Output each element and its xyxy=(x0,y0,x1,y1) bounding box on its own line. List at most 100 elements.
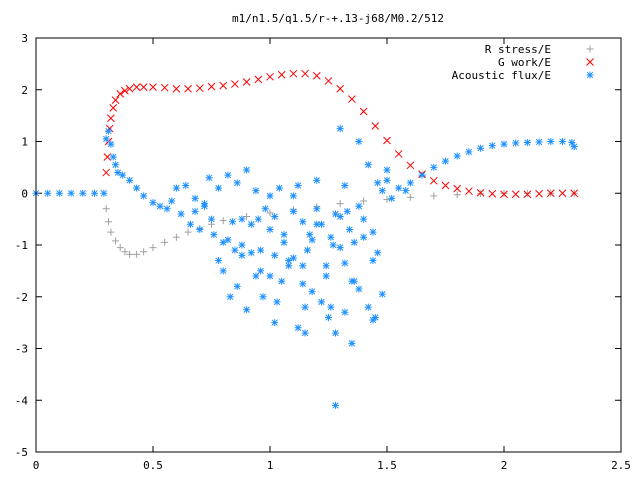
data-point xyxy=(289,192,297,200)
data-point xyxy=(266,225,274,233)
data-point xyxy=(196,225,204,233)
data-point xyxy=(172,184,180,192)
data-point xyxy=(360,215,368,223)
data-point xyxy=(112,237,120,245)
data-point xyxy=(186,220,194,228)
axis-tick-labels: 0 0.5 1 1.5 2 2.5 3 2 1 0 -1 -2 -3 -4 -5 xyxy=(15,32,631,472)
data-point xyxy=(247,249,255,257)
data-point xyxy=(317,298,325,306)
data-point xyxy=(229,218,237,226)
data-point xyxy=(207,82,216,91)
data-point xyxy=(341,259,349,267)
data-point xyxy=(102,205,110,213)
x-tick-label: 0.5 xyxy=(143,459,163,472)
data-point xyxy=(383,176,391,184)
data-point xyxy=(329,241,337,249)
data-point xyxy=(285,262,293,270)
data-point xyxy=(535,138,543,146)
data-point xyxy=(271,213,279,221)
data-point xyxy=(294,324,302,332)
data-point xyxy=(107,140,115,148)
data-point xyxy=(348,95,356,103)
data-point xyxy=(523,189,531,197)
data-point xyxy=(322,262,330,270)
data-point xyxy=(280,231,288,239)
data-point xyxy=(341,181,349,189)
y-tick-label: 0 xyxy=(21,187,28,200)
data-point xyxy=(406,179,414,187)
data-point xyxy=(355,202,363,210)
data-point xyxy=(109,153,117,161)
data-point xyxy=(163,205,171,213)
data-point xyxy=(355,285,363,293)
data-point xyxy=(114,169,122,177)
data-point xyxy=(570,143,578,151)
data-point xyxy=(488,189,497,198)
data-point xyxy=(119,171,127,179)
y-tick-label: -3 xyxy=(15,343,28,356)
data-point xyxy=(336,125,344,133)
y-tick-label: 1 xyxy=(21,136,28,149)
data-point xyxy=(195,84,204,93)
data-point xyxy=(156,202,164,210)
data-point xyxy=(103,153,112,161)
data-point xyxy=(453,152,461,160)
data-point xyxy=(121,86,129,95)
data-point xyxy=(289,69,298,78)
data-point xyxy=(369,228,377,236)
data-point xyxy=(184,228,192,236)
data-point xyxy=(523,190,532,199)
data-point xyxy=(243,306,251,314)
data-point xyxy=(102,135,110,143)
data-point xyxy=(535,189,543,198)
data-point xyxy=(364,303,372,311)
data-point xyxy=(231,246,239,254)
chart-title: m1/n1.5/q1.5/r-+.13-j68/M0.2/512 xyxy=(232,12,444,25)
data-point xyxy=(252,272,260,280)
data-point xyxy=(406,193,414,201)
series-2 xyxy=(102,69,579,199)
data-point xyxy=(172,233,180,241)
data-point xyxy=(109,104,118,112)
data-point xyxy=(336,213,344,221)
data-point xyxy=(523,139,531,147)
data-point xyxy=(112,161,120,169)
data-point xyxy=(442,157,449,165)
legend-marker xyxy=(586,58,594,66)
data-point xyxy=(205,174,213,182)
data-point xyxy=(512,139,520,147)
data-point xyxy=(271,251,279,259)
data-point xyxy=(261,205,269,213)
data-point xyxy=(182,181,190,189)
data-point xyxy=(308,288,316,296)
data-point xyxy=(285,257,293,265)
data-point xyxy=(336,84,345,93)
data-point xyxy=(348,339,356,347)
x-tick-label: 1.5 xyxy=(377,459,397,472)
y-tick-label: 3 xyxy=(21,32,28,45)
data-point xyxy=(280,238,288,246)
data-point xyxy=(277,70,286,79)
legend-marker xyxy=(586,45,594,53)
data-point xyxy=(312,71,321,80)
data-point xyxy=(259,293,267,301)
data-point xyxy=(191,194,199,202)
data-point xyxy=(359,107,368,116)
y-tick-label: -2 xyxy=(15,291,28,304)
data-point xyxy=(149,244,157,252)
data-point xyxy=(79,189,87,197)
y-tick-label: -1 xyxy=(15,239,28,252)
data-point xyxy=(430,163,438,171)
data-point xyxy=(200,202,208,210)
data-point xyxy=(91,189,98,197)
data-point xyxy=(191,207,199,215)
data-point xyxy=(116,90,125,98)
data-point xyxy=(149,83,157,92)
data-point xyxy=(140,248,148,256)
data-point xyxy=(477,190,485,198)
data-point xyxy=(275,184,283,192)
data-point xyxy=(140,192,148,200)
data-point xyxy=(243,166,251,174)
data-point xyxy=(271,319,279,327)
